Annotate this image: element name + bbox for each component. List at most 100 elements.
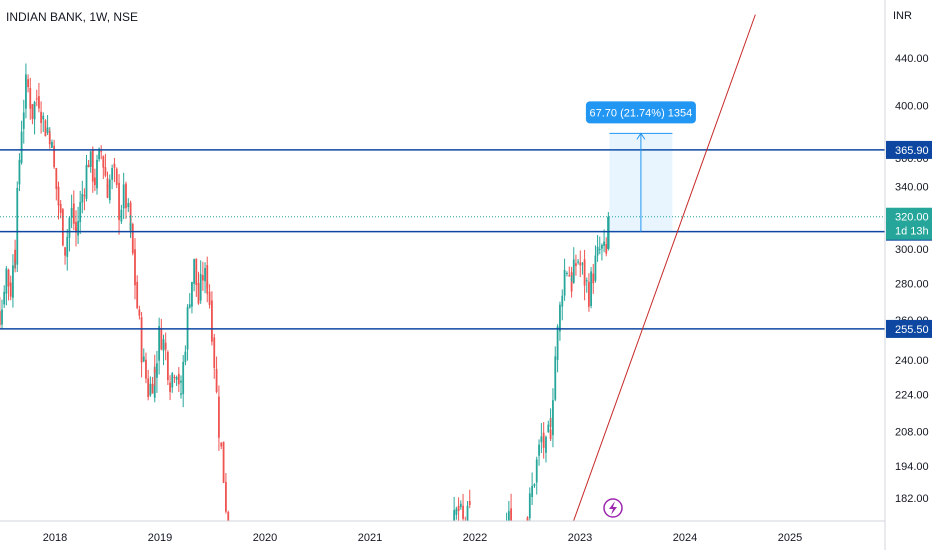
candle-body: [31, 104, 34, 119]
candle-body: [57, 186, 60, 206]
candle-body: [554, 356, 557, 400]
time-axis[interactable]: 2018 2019 2020 2021 2022 2023 2024 2025: [43, 532, 802, 544]
candle-body: [131, 223, 134, 254]
candle-body: [538, 444, 540, 456]
candle-body-last: [607, 216, 610, 249]
price-tick-label: 182.00: [895, 493, 929, 505]
candle-body: [1, 309, 3, 325]
candle-body: [55, 167, 58, 190]
candle-body: [83, 195, 86, 197]
measure-label: 67.70 (21.74%) 1354: [590, 107, 693, 119]
candle-body: [208, 291, 211, 306]
level-price-label: 365.90: [895, 145, 929, 157]
candle-body: [191, 281, 193, 307]
candle-body: [459, 503, 462, 508]
candle-body: [188, 304, 191, 308]
candle-body: [72, 203, 75, 224]
candle-body: [151, 383, 154, 394]
candle-body: [156, 363, 158, 378]
candle-body: [585, 280, 588, 282]
candle-body: [549, 429, 552, 439]
measure-label-box: [585, 101, 696, 124]
candle-body: [14, 249, 16, 263]
candle-body: [566, 272, 568, 274]
candle-body: [603, 241, 605, 246]
price-tick-label: 440.00: [895, 53, 929, 65]
candle-body: [53, 145, 56, 168]
candle-body: [504, 530, 506, 537]
candle-body: [70, 208, 73, 218]
candle-body: [142, 356, 145, 362]
candle-body: [158, 326, 161, 361]
drawings: 67.70 (21.74%) 1354: [0, 14, 885, 547]
candle-body: [526, 517, 529, 521]
candle-body: [540, 436, 543, 443]
lightning-icon[interactable]: [603, 498, 623, 518]
candle-body: [122, 184, 125, 209]
candle-body: [547, 424, 550, 433]
candle-body: [556, 326, 559, 360]
candle-body: [64, 247, 66, 256]
candle-body: [108, 179, 111, 201]
candle-body: [98, 148, 100, 160]
candle-body: [213, 337, 216, 368]
candle-body: [42, 115, 45, 120]
candle-body: [605, 243, 608, 254]
candle-body: [29, 88, 32, 109]
candle-body: [545, 436, 547, 453]
candle-body: [570, 278, 573, 280]
candle-body: [451, 531, 453, 546]
candle-body: [552, 400, 554, 436]
candle-body: [48, 132, 51, 145]
candle-body: [127, 203, 130, 208]
candle-body: [462, 505, 464, 519]
candle-body: [598, 248, 601, 250]
candle-body: [153, 368, 156, 373]
candle-body: [134, 249, 136, 286]
candle-body: [204, 267, 206, 282]
candle-body: [596, 246, 599, 256]
candle-body: [453, 510, 456, 521]
candle-body: [66, 237, 69, 257]
currency-label: INR: [893, 10, 912, 22]
time-tick-label: 2020: [253, 532, 277, 544]
time-tick-label: 2019: [148, 532, 172, 544]
candle-body: [222, 441, 225, 483]
candle-body: [102, 156, 105, 168]
candle-body: [464, 521, 466, 526]
candle-body: [79, 201, 82, 223]
candle-body: [38, 96, 40, 109]
candle-body: [160, 328, 163, 350]
candle-body: [138, 309, 141, 316]
time-tick-label: 2018: [43, 532, 67, 544]
candle-body: [579, 262, 582, 266]
candle-body: [517, 543, 519, 544]
trend-line[interactable]: [564, 14, 756, 547]
price-tick-label: 240.00: [895, 355, 929, 367]
level-price-label: 255.50: [895, 324, 929, 336]
candle-body: [184, 351, 187, 362]
candle-body: [85, 164, 88, 199]
candle-body: [206, 265, 209, 294]
candle-body: [211, 300, 213, 342]
candle-body: [147, 378, 150, 398]
price-axis[interactable]: 182.00194.00208.00224.00240.00260.00280.…: [886, 53, 932, 505]
candle-body: [206, 281, 209, 288]
candle-body: [171, 373, 174, 388]
time-tick-label: 2021: [358, 532, 382, 544]
price-tick-label: 400.00: [895, 101, 929, 113]
candle-body: [201, 275, 204, 281]
candle-body: [199, 274, 202, 301]
candle-body: [140, 317, 143, 363]
candle-body: [457, 506, 460, 512]
time-tick-label: 2024: [673, 532, 697, 544]
candle-body: [177, 373, 180, 385]
price-tick-label: 340.00: [895, 182, 929, 194]
candle-body: [559, 304, 561, 332]
candle-body: [519, 532, 521, 548]
candle-body: [3, 291, 6, 305]
level-price-badge: [886, 140, 932, 159]
price-tick-label: 280.00: [895, 278, 929, 290]
candle-body: [96, 159, 98, 189]
